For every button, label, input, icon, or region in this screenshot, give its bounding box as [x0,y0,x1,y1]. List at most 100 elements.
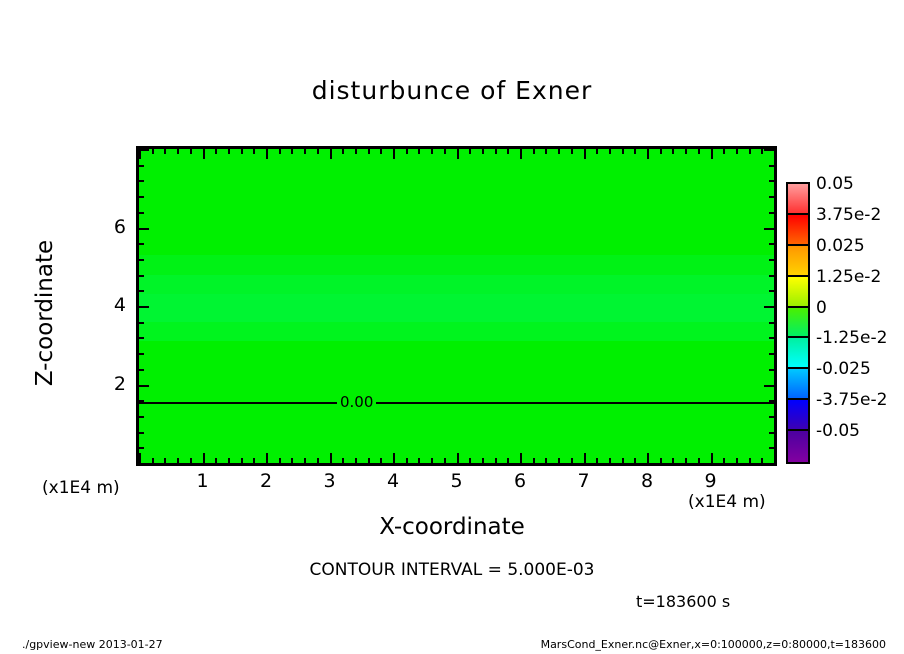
x-axis-title: X-coordinate [379,514,525,540]
tick-mark [769,337,774,340]
tick-mark [774,149,776,159]
tick-mark [621,458,624,463]
footer-source-info: MarsCond_Exner.nc@Exner,x=0:100000,z=0:8… [540,638,886,651]
tick-mark [354,149,357,154]
colorbar-label: 0.05 [816,174,854,194]
tick-mark [596,149,599,154]
colorbar-label: 0 [816,297,827,318]
field-band [139,254,774,275]
tick-mark [329,149,332,159]
tick-mark [405,149,408,154]
tick-mark [316,149,319,154]
tick-mark [769,400,774,403]
tick-mark [139,353,144,356]
field-band [139,274,774,295]
tick-mark [418,149,421,154]
colorbar-band [788,338,808,370]
tick-mark [215,458,218,463]
tick-mark [583,453,586,463]
colorbar-label: -1.25e-2 [816,328,888,349]
tick-mark [139,306,149,308]
tick-mark [748,149,751,154]
y-tick-label: 6 [113,215,126,238]
footer-command-info: ./gpview-new 2013-01-27 [22,638,163,651]
tick-mark [139,211,144,214]
tick-mark [139,258,144,261]
contour-interval-note: CONTOUR INTERVAL = 5.000E-03 [309,560,595,580]
tick-mark [481,149,484,154]
tick-mark [139,149,149,151]
x-tick-label: 4 [386,470,400,492]
tick-mark [532,458,535,463]
tick-mark [634,149,637,154]
tick-mark [240,149,243,154]
tick-mark [139,447,144,450]
colorbar-label: -3.75e-2 [816,390,888,411]
tick-mark [139,453,141,463]
tick-mark [405,458,408,463]
tick-mark [769,258,774,261]
tick-mark [139,321,144,324]
tick-mark [507,458,510,463]
timestamp-annotation: t=183600 s [636,592,731,611]
tick-mark [139,431,144,434]
x-tick-label: 6 [513,470,527,492]
tick-mark [769,196,774,199]
tick-mark [494,458,497,463]
tick-mark [164,149,167,154]
tick-mark [139,196,144,199]
tick-mark [520,149,522,159]
tick-mark [431,149,434,154]
tick-mark [710,149,713,159]
tick-mark [710,453,713,463]
tick-mark [456,149,459,159]
tick-mark [443,458,446,463]
tick-mark [139,415,144,418]
colorbar-label: -0.05 [816,421,860,442]
tick-mark [139,180,144,183]
tick-mark [735,149,738,154]
tick-mark [177,149,180,154]
tick-mark [151,149,154,154]
tick-mark [177,458,180,463]
tick-mark [685,149,688,154]
tick-mark [139,463,149,465]
tick-mark [764,149,774,151]
tick-mark [621,149,624,154]
colorbar-label: 3.75e-2 [816,204,882,225]
field-band [139,149,774,255]
tick-mark [685,458,688,463]
tick-mark [278,149,281,154]
contour-line-zero [139,402,774,405]
tick-mark [316,458,319,463]
tick-mark [697,149,700,154]
tick-mark [189,149,192,154]
tick-mark [253,149,256,154]
tick-mark [291,458,294,463]
contour-field [139,149,774,463]
tick-mark [558,149,561,154]
tick-mark [596,458,599,463]
tick-mark [266,453,268,463]
colorbar-band [788,245,808,277]
tick-mark [393,453,395,463]
tick-mark [769,211,774,214]
tick-mark [558,458,561,463]
tick-mark [608,458,611,463]
tick-mark [139,337,144,340]
colorbar-label: 0.025 [816,235,865,256]
tick-mark [672,458,675,463]
contour-label: 0.00 [337,393,377,412]
tick-mark [367,149,370,154]
tick-mark [769,447,774,450]
x-tick-label: 3 [323,470,336,492]
tick-mark [764,463,774,465]
tick-mark [545,458,548,463]
tick-mark [769,274,774,277]
tick-mark [647,149,649,159]
tick-mark [443,149,446,154]
colorbar [786,182,810,464]
tick-mark [342,149,345,154]
tick-mark [139,243,144,246]
tick-mark [769,290,774,293]
